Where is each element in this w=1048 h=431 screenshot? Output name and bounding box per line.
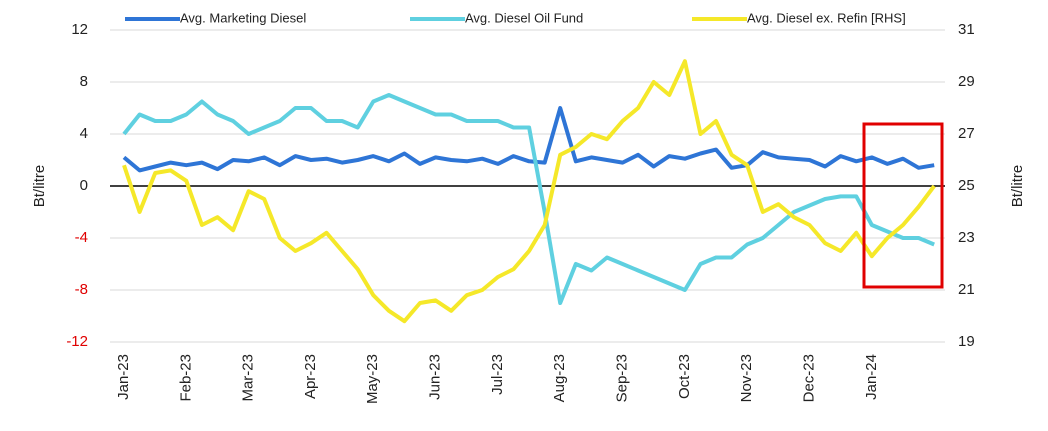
y-tick-label: 0 (80, 177, 88, 194)
x-tick-label: Mar-23 (240, 354, 257, 402)
y2-axis-label: Bt/litre (1009, 165, 1026, 208)
legend-label: Avg. Diesel ex. Refin [RHS] (747, 10, 906, 25)
y2-tick-label: 27 (958, 125, 975, 142)
x-tick-label: Sep-23 (614, 354, 631, 402)
x-tick-label: Jan-24 (863, 354, 880, 400)
highlight-box (862, 122, 944, 289)
x-tick-label: Dec-23 (800, 354, 817, 402)
x-tick-label: Feb-23 (177, 354, 194, 402)
x-tick-label: Jan-23 (115, 354, 132, 400)
y-tick-label: 12 (71, 21, 88, 38)
x-tick-label: Jul-23 (489, 354, 506, 395)
y-tick-label: 8 (80, 73, 88, 90)
y-tick-label: 4 (80, 125, 88, 142)
x-tick-label: Apr-23 (302, 354, 319, 399)
series-line (122, 106, 935, 173)
series-line (122, 59, 936, 324)
x-tick-label: May-23 (364, 354, 381, 404)
x-tick-label: Nov-23 (738, 354, 755, 402)
series-line (122, 93, 935, 305)
y2-tick-label: 25 (958, 177, 975, 194)
y-tick-label: -12 (66, 333, 88, 350)
y2-tick-label: 19 (958, 333, 975, 350)
x-tick-label: Jun-23 (427, 354, 444, 400)
x-tick-label: Aug-23 (551, 354, 568, 402)
y-axis-label: Bt/litre (31, 165, 48, 208)
y-tick-label: -4 (75, 229, 88, 246)
y-tick-label: -8 (75, 281, 88, 298)
legend-label: Avg. Marketing Diesel (180, 10, 306, 25)
y2-tick-label: 31 (958, 21, 975, 38)
y2-tick-label: 23 (958, 229, 975, 246)
y2-tick-label: 29 (958, 73, 975, 90)
y2-tick-label: 21 (958, 281, 975, 298)
x-tick-label: Oct-23 (676, 354, 693, 399)
legend-label: Avg. Diesel Oil Fund (465, 10, 583, 25)
